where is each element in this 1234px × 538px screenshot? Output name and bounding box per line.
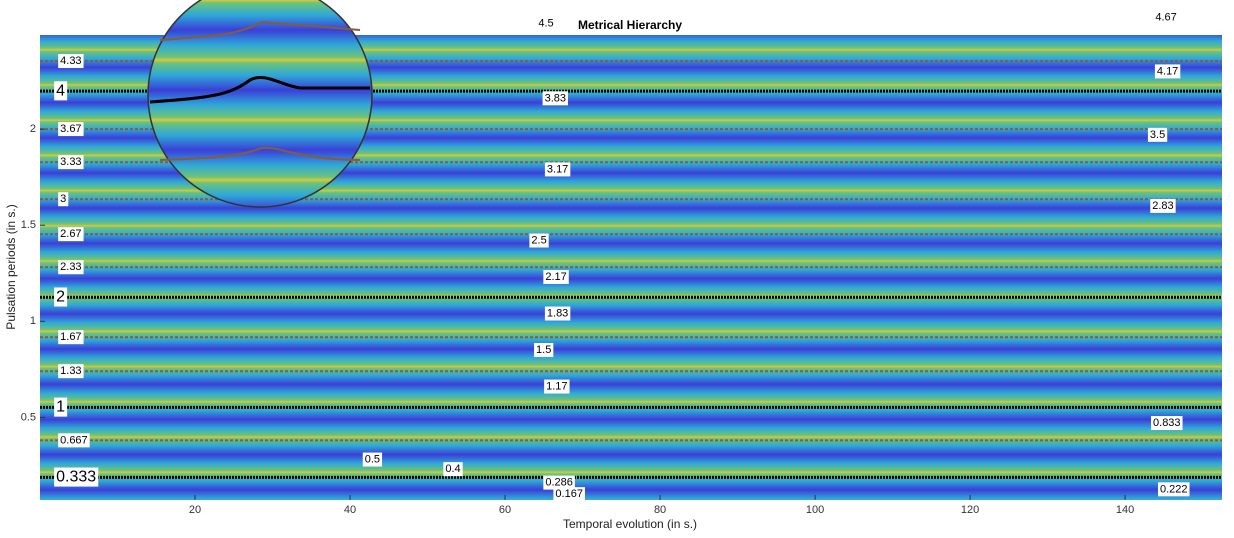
annotation-label-group: 2.5 <box>529 234 548 248</box>
level-label: 2.33 <box>60 261 81 273</box>
annotation-label: 3.5 <box>1150 129 1165 141</box>
annotation-label: 0.222 <box>1160 483 1188 495</box>
annotation-label-group: 4.5 <box>536 16 555 30</box>
level-label-group: 4.33 <box>58 54 83 68</box>
level-label-group: 2.67 <box>58 227 83 241</box>
x-axis-label: Temporal evolution (in s.) <box>563 517 697 531</box>
annotation-label: 2.17 <box>545 271 566 283</box>
chart-title: Metrical Hierarchy <box>578 18 682 32</box>
chart: Metrical Hierarchy Temporal evolution (i… <box>0 0 1234 533</box>
magnifier <box>148 0 372 207</box>
annotation-label-group: 4.67 <box>1153 11 1178 25</box>
level-label-group: 4 <box>54 81 67 100</box>
annotation-label-group: 2.17 <box>543 270 568 284</box>
y-tick-label: 0.5 <box>21 411 36 423</box>
annotation-label: 4.5 <box>538 17 553 29</box>
page: {"chart_data": { "type": "metrical-hiera… <box>0 0 1234 533</box>
level-label: 1.67 <box>60 331 81 343</box>
annotation-label-group: 3.17 <box>545 162 570 176</box>
level-label-group: 3 <box>58 192 68 206</box>
annotation-label-group: 4.17 <box>1155 64 1180 78</box>
annotation-label-group: 0.222 <box>1158 482 1190 496</box>
annotation-label-group: 0.5 <box>363 453 382 467</box>
y-tick-label: 1 <box>30 315 36 327</box>
level-label-group: 1.67 <box>58 330 83 344</box>
level-label-group: 2.33 <box>58 260 83 274</box>
level-label-group: 2 <box>54 288 67 307</box>
level-label-group: 1.33 <box>58 364 83 378</box>
annotation-label: 4.67 <box>1155 12 1176 24</box>
level-label: 1 <box>56 399 65 416</box>
annotation-label: 2.5 <box>531 235 546 247</box>
level-label: 2 <box>56 289 65 306</box>
level-label: 0.333 <box>56 469 96 486</box>
annotation-label: 0.4 <box>445 463 460 475</box>
y-axis-label: Pulsation periods (in s.) <box>4 204 18 329</box>
annotation-label-group: 0.833 <box>1151 416 1183 430</box>
x-tick-label: 40 <box>344 504 356 516</box>
level-label-group: 3.33 <box>58 155 83 169</box>
x-tick-label: 20 <box>189 504 201 516</box>
annotation-label-group: 1.5 <box>534 343 553 357</box>
y-tick-label: 2 <box>30 123 36 135</box>
x-tick-label: 140 <box>1116 504 1134 516</box>
level-label: 3.33 <box>60 156 81 168</box>
annotation-label: 1.17 <box>546 381 567 393</box>
level-label-group: 0.333 <box>54 468 98 487</box>
level-label: 3 <box>60 193 66 205</box>
x-tick-label: 60 <box>499 504 511 516</box>
x-tick-label: 100 <box>806 504 824 516</box>
annotation-label: 3.17 <box>547 163 568 175</box>
level-label-group: 0.667 <box>58 433 90 447</box>
level-label: 0.667 <box>60 434 88 446</box>
annotation-label: 0.833 <box>1153 417 1181 429</box>
annotation-label-group: 1.83 <box>545 307 570 321</box>
annotation-label-group: 0.167 <box>553 487 585 501</box>
level-label: 3.67 <box>60 123 81 135</box>
annotation-label-group: 3.83 <box>543 91 568 105</box>
level-label: 1.33 <box>60 365 81 377</box>
annotation-label: 1.5 <box>536 344 551 356</box>
annotation-label: 0.5 <box>365 454 380 466</box>
annotation-label: 0.167 <box>555 488 583 500</box>
annotation-label: 1.83 <box>547 308 568 320</box>
annotation-label: 3.83 <box>545 92 566 104</box>
annotation-label: 4.17 <box>1157 65 1178 77</box>
annotation-label-group: 1.17 <box>544 380 569 394</box>
level-label: 4.33 <box>60 55 81 67</box>
annotation-label-group: 0.4 <box>443 462 462 476</box>
y-tick-label: 1.5 <box>21 219 36 231</box>
annotation-label: 0.286 <box>545 477 573 489</box>
x-tick-label: 80 <box>654 504 666 516</box>
annotation-label-group: 3.5 <box>1148 128 1167 142</box>
level-label-group: 1 <box>54 398 67 417</box>
level-label: 2.67 <box>60 228 81 240</box>
annotation-label: 2.83 <box>1152 200 1173 212</box>
annotation-label-group: 2.83 <box>1150 199 1175 213</box>
level-label-group: 3.67 <box>58 122 83 136</box>
x-tick-label: 120 <box>961 504 979 516</box>
level-label: 4 <box>56 82 65 99</box>
